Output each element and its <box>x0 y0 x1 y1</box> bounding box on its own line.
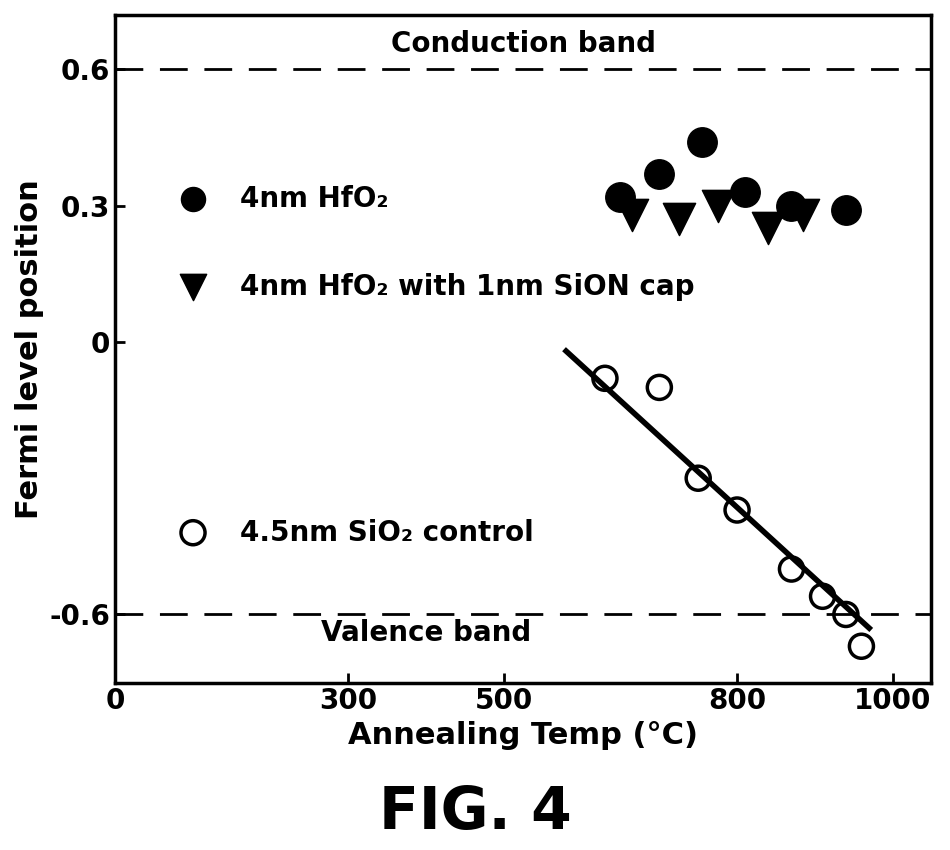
X-axis label: Annealing Temp (°C): Annealing Temp (°C) <box>349 721 698 750</box>
Point <box>838 203 853 217</box>
Point <box>672 212 687 226</box>
Point <box>710 199 725 212</box>
Point <box>613 190 628 203</box>
Point <box>784 562 799 575</box>
Point <box>694 135 710 149</box>
Text: Valence band: Valence band <box>321 619 531 647</box>
Point <box>185 526 200 540</box>
Point <box>795 208 810 222</box>
Text: 4.5nm SiO₂ control: 4.5nm SiO₂ control <box>239 518 533 547</box>
Point <box>624 208 639 222</box>
Point <box>185 280 200 294</box>
Point <box>652 381 667 394</box>
Point <box>730 503 745 517</box>
Point <box>784 199 799 212</box>
Point <box>761 222 776 235</box>
Text: Conduction band: Conduction band <box>390 30 656 58</box>
Point <box>815 590 830 604</box>
Point <box>691 472 706 485</box>
Point <box>854 639 869 653</box>
Y-axis label: Fermi level position: Fermi level position <box>15 178 44 518</box>
Point <box>185 192 200 206</box>
Point <box>838 608 853 621</box>
Text: 4nm HfO₂ with 1nm SiON cap: 4nm HfO₂ with 1nm SiON cap <box>239 274 694 302</box>
Text: FIG. 4: FIG. 4 <box>379 785 571 842</box>
Point <box>598 371 613 385</box>
Text: 4nm HfO₂: 4nm HfO₂ <box>239 185 389 213</box>
Point <box>737 185 752 199</box>
Point <box>652 167 667 181</box>
